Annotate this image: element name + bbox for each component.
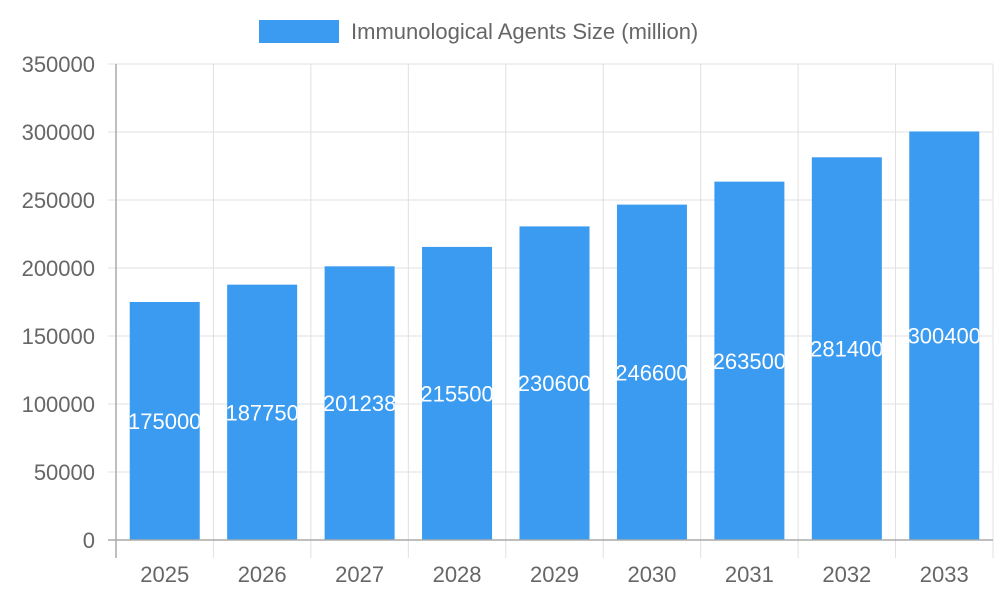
y-tick-label: 50000 <box>34 460 95 485</box>
x-tick-label: 2032 <box>822 562 871 587</box>
x-tick-label: 2029 <box>530 562 579 587</box>
data-label-2026: 187750 <box>225 400 298 425</box>
bar-2027[interactable] <box>324 266 395 540</box>
x-tick-label: 2033 <box>920 562 969 587</box>
legend-label: Immunological Agents Size (million) <box>351 19 698 44</box>
legend[interactable]: Immunological Agents Size (million) <box>259 19 698 44</box>
y-tick-label: 350000 <box>22 52 95 77</box>
bar-2025[interactable] <box>129 302 200 540</box>
x-tick-label: 2026 <box>238 562 287 587</box>
x-tick-label: 2028 <box>433 562 482 587</box>
bar-2032[interactable] <box>811 157 882 540</box>
legend-swatch <box>259 20 339 43</box>
bar-2028[interactable] <box>422 246 493 541</box>
data-label-2033: 300400 <box>908 324 981 349</box>
bar-2026[interactable] <box>227 284 298 540</box>
data-label-2029: 230600 <box>518 371 591 396</box>
y-tick-label: 100000 <box>22 392 95 417</box>
bars: 175000 187750 201238 215500 230600 246600 2635… <box>128 131 981 541</box>
axes: 0 50000 100000 150000 200000 250000 300000 3500… <box>22 52 993 587</box>
data-label-2031: 263500 <box>713 349 786 374</box>
x-tick-label: 2025 <box>140 562 189 587</box>
data-label-2030: 246600 <box>615 360 688 385</box>
bar-2033[interactable] <box>909 131 980 540</box>
y-tick-label: 200000 <box>22 256 95 281</box>
data-label-2025: 175000 <box>128 409 201 434</box>
x-tick-label: 2030 <box>627 562 676 587</box>
y-tick-label: 300000 <box>22 120 95 145</box>
bar-2029[interactable] <box>519 226 590 540</box>
y-tick-label: 0 <box>83 528 95 553</box>
bar-2030[interactable] <box>616 204 687 540</box>
bar-2031[interactable] <box>714 181 785 540</box>
y-tick-label: 250000 <box>22 188 95 213</box>
y-tick-label: 150000 <box>22 324 95 349</box>
x-tick-label: 2031 <box>725 562 774 587</box>
data-label-2027: 201238 <box>323 391 396 416</box>
x-tick-label: 2027 <box>335 562 384 587</box>
data-label-2028: 215500 <box>420 381 493 406</box>
data-label-2032: 281400 <box>810 337 883 362</box>
